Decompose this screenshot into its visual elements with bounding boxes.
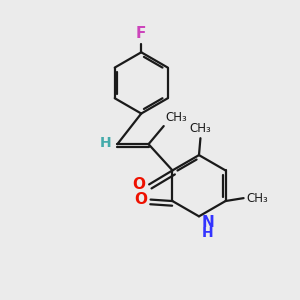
Text: N: N	[201, 215, 214, 230]
Text: O: O	[134, 192, 147, 207]
Text: CH₃: CH₃	[246, 192, 268, 205]
Text: CH₃: CH₃	[165, 111, 187, 124]
Text: F: F	[136, 26, 146, 40]
Text: CH₃: CH₃	[190, 122, 211, 135]
Text: O: O	[132, 177, 145, 192]
Text: H: H	[201, 226, 213, 240]
Text: H: H	[99, 136, 111, 150]
